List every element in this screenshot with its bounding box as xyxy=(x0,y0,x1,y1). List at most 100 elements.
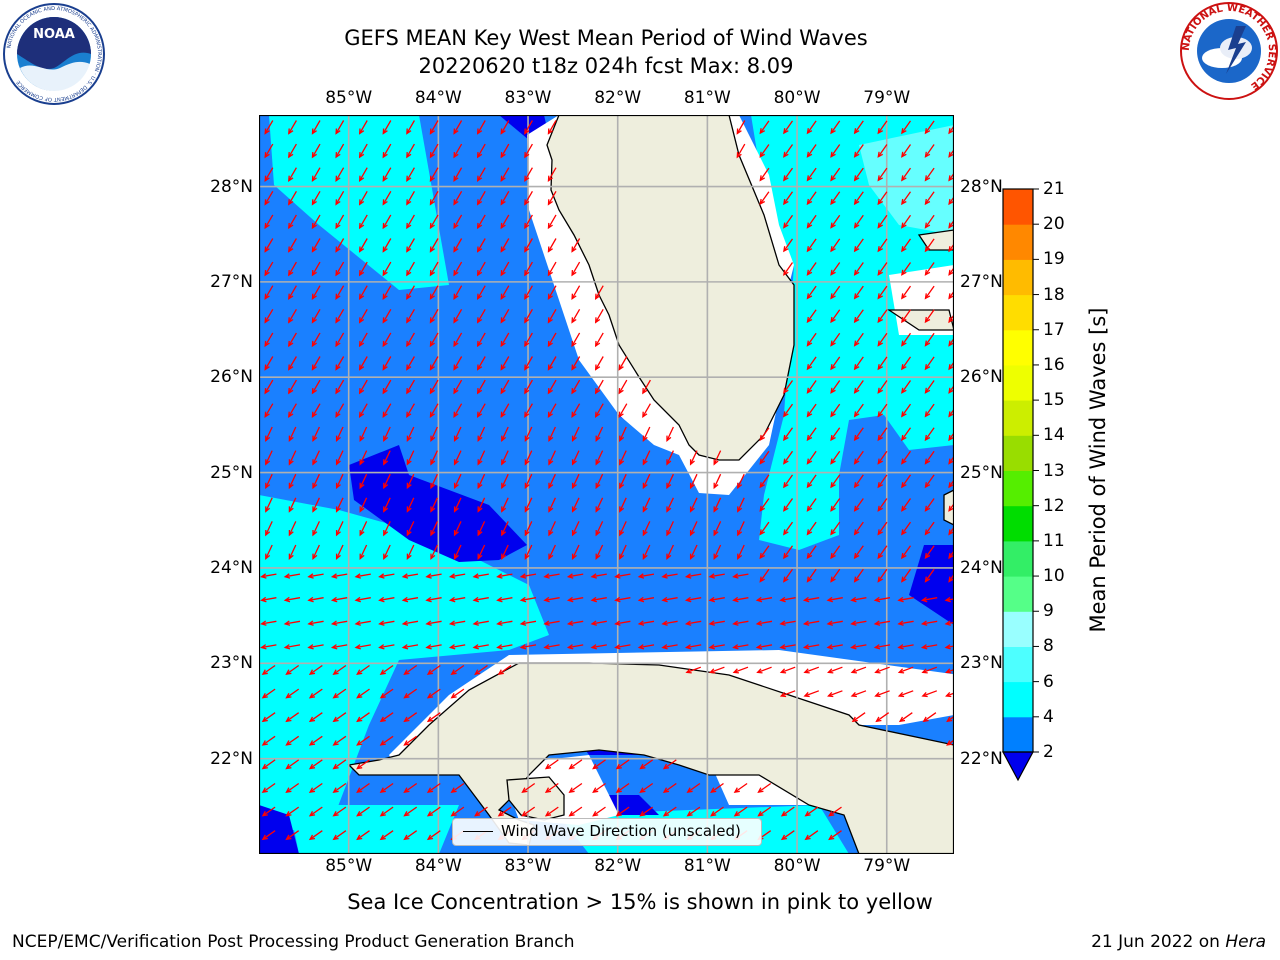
wave-direction-arrow xyxy=(779,644,796,650)
sea-ice-note: Sea Ice Concentration > 15% is shown in … xyxy=(347,890,933,914)
wave-direction-arrow xyxy=(426,806,441,817)
wave-direction-arrow xyxy=(406,332,415,348)
wave-direction-arrow xyxy=(853,427,864,442)
wave-direction-arrow xyxy=(783,191,794,206)
wave-direction-arrow xyxy=(619,521,627,537)
wave-direction-arrow xyxy=(806,214,817,229)
wave-direction-arrow xyxy=(524,190,533,206)
wave-direction-arrow xyxy=(732,596,749,603)
wave-direction-arrow xyxy=(804,830,819,841)
wave-direction-arrow xyxy=(851,712,866,723)
colorbar-segment xyxy=(1003,294,1033,331)
wave-direction-arrow xyxy=(406,379,415,395)
wave-direction-arrow xyxy=(500,403,510,418)
wave-direction-arrow xyxy=(783,568,794,583)
wave-direction-arrow xyxy=(779,666,796,674)
wave-direction-arrow xyxy=(476,120,486,135)
wave-direction-arrow xyxy=(756,666,772,674)
wave-direction-arrow xyxy=(877,167,888,182)
wave-direction-arrow xyxy=(901,285,912,300)
wave-direction-arrow xyxy=(354,644,371,650)
wave-direction-arrow xyxy=(356,830,370,841)
wave-direction-arrow xyxy=(755,644,773,650)
wave-direction-arrow xyxy=(285,688,300,699)
wave-direction-arrow xyxy=(637,573,655,579)
wave-direction-arrow xyxy=(524,379,533,395)
colorbar-tick-label: 16 xyxy=(1043,354,1065,375)
wave-direction-arrow xyxy=(708,596,725,603)
wave-direction-arrow xyxy=(642,379,651,395)
colorbar-tick-label: 17 xyxy=(1043,319,1065,340)
colorbar-tick-label: 13 xyxy=(1043,460,1065,481)
wave-direction-arrow xyxy=(806,191,817,206)
wave-direction-arrow xyxy=(783,144,794,158)
lon-tick-label: 81°W xyxy=(683,88,731,108)
wave-direction-arrow xyxy=(500,261,510,277)
wave-direction-arrow xyxy=(383,473,391,490)
wave-direction-arrow xyxy=(924,285,935,300)
wave-direction-arrow xyxy=(476,190,486,206)
wave-direction-arrow xyxy=(830,356,841,371)
wave-direction-arrow xyxy=(901,403,912,418)
wave-direction-arrow xyxy=(877,238,888,253)
wave-direction-arrow xyxy=(877,214,888,229)
wave-direction-arrow xyxy=(358,379,368,395)
wave-direction-arrow xyxy=(453,308,463,324)
wave-direction-arrow xyxy=(806,356,817,371)
wave-direction-arrow xyxy=(261,712,276,723)
wave-direction-arrow xyxy=(497,664,512,675)
wave-direction-arrow xyxy=(472,596,489,603)
wave-direction-arrow xyxy=(548,473,556,490)
wave-direction-arrow xyxy=(335,190,345,206)
wave-direction-arrow xyxy=(524,426,533,442)
wave-direction-arrow xyxy=(571,379,581,395)
wave-direction-arrow xyxy=(830,262,841,276)
wave-direction-arrow xyxy=(592,806,606,817)
wave-direction-arrow xyxy=(524,214,533,230)
wave-direction-arrow xyxy=(379,782,394,793)
wave-direction-arrow xyxy=(875,712,890,723)
wave-direction-arrow xyxy=(642,473,651,490)
wave-direction-arrow xyxy=(453,356,463,371)
wave-direction-arrow xyxy=(496,644,513,650)
wave-direction-arrow xyxy=(448,573,466,579)
wave-direction-arrow xyxy=(406,285,415,300)
wave-direction-arrow xyxy=(283,620,301,626)
colorbar-tick-label: 20 xyxy=(1043,214,1065,235)
wave-direction-arrow xyxy=(853,191,864,206)
lat-tick-label: 26°N xyxy=(210,367,253,388)
wave-direction-arrow xyxy=(311,356,321,371)
wave-direction-arrow xyxy=(571,544,580,560)
wave-direction-arrow xyxy=(382,238,392,253)
wave-direction-arrow xyxy=(594,356,604,371)
lat-tick-label: 27°N xyxy=(960,271,1003,292)
wave-direction-arrow xyxy=(548,450,556,466)
colorbar-tick-label: 11 xyxy=(1043,530,1065,551)
wave-direction-arrow xyxy=(547,214,557,230)
wave-direction-arrow xyxy=(713,521,722,537)
wave-direction-arrow xyxy=(897,596,914,603)
lat-tick-label: 28°N xyxy=(210,176,253,197)
wave-direction-arrow xyxy=(877,332,888,347)
wave-direction-arrow xyxy=(264,403,274,418)
wave-direction-arrow xyxy=(901,191,912,206)
wave-direction-arrow xyxy=(312,450,320,466)
wave-direction-arrow xyxy=(804,806,819,817)
wave-direction-arrow xyxy=(332,735,347,746)
wave-direction-arrow xyxy=(308,712,323,723)
wave-direction-arrow xyxy=(803,666,820,674)
lon-tick-label: 79°W xyxy=(863,88,911,108)
colorbar-segment xyxy=(1003,576,1033,612)
wave-direction-arrow xyxy=(356,688,370,699)
wave-direction-arrow xyxy=(803,690,820,698)
wave-direction-arrow xyxy=(383,497,391,513)
wave-direction-arrow xyxy=(684,596,702,603)
wave-direction-arrow xyxy=(406,356,415,371)
wave-direction-arrow xyxy=(406,214,415,230)
colorbar-segment xyxy=(1003,611,1033,647)
wave-direction-arrow xyxy=(403,806,418,817)
wave-direction-arrow xyxy=(379,735,394,746)
wave-direction-arrow xyxy=(759,568,770,583)
wave-direction-arrow xyxy=(285,712,300,723)
wave-direction-arrow xyxy=(708,644,725,650)
